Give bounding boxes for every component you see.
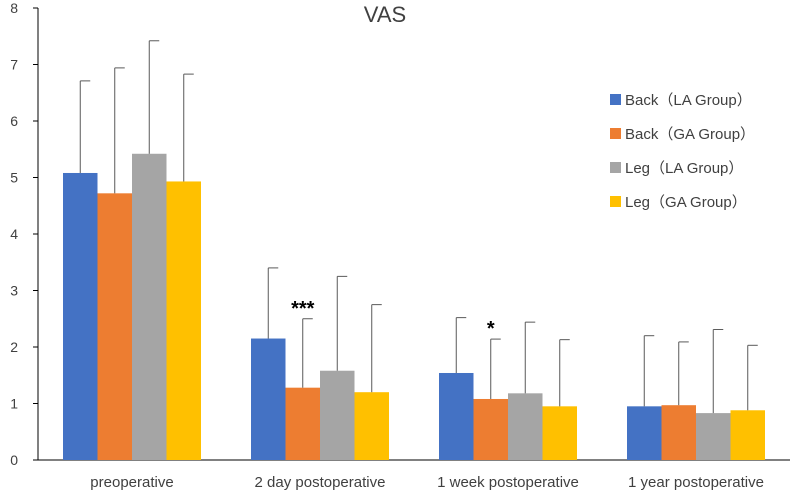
y-tick-label: 4	[10, 226, 18, 242]
bar	[132, 153, 167, 460]
y-tick-label: 7	[10, 57, 18, 73]
significance-marker: *	[487, 318, 495, 340]
legend-label: Back（GA Group）	[625, 126, 755, 143]
bar	[63, 172, 98, 461]
legend-swatch	[610, 94, 621, 105]
bar	[696, 413, 731, 460]
legend-label: Leg（LA Group）	[625, 160, 743, 177]
y-tick-label: 0	[10, 452, 18, 468]
bar	[473, 398, 508, 460]
legend-swatch	[610, 196, 621, 207]
bar	[354, 392, 389, 460]
x-category-label: 2 day postoperative	[255, 474, 386, 491]
legend-swatch	[610, 162, 621, 173]
y-tick-label: 2	[10, 339, 18, 355]
bar	[320, 370, 355, 460]
legend: Back（LA Group） Back（GA Group） Leg（LA Group…	[610, 92, 755, 211]
y-tick-label: 6	[10, 113, 18, 129]
bar	[661, 405, 696, 460]
chart-title: VAS	[364, 2, 406, 27]
bar	[166, 181, 201, 460]
legend-label: Leg（GA Group）	[625, 194, 747, 211]
legend-swatch	[610, 128, 621, 139]
x-axis-labels: preoperative 2 day postoperative 1 week po…	[90, 474, 764, 491]
bars	[63, 153, 765, 461]
bar	[627, 406, 662, 460]
significance-annotations: ****	[291, 298, 495, 340]
bar	[251, 338, 286, 460]
y-axis-ticks: 0 1 2 3 4 5 6 7 8	[10, 0, 38, 468]
x-category-label: 1 year postoperative	[628, 474, 764, 491]
y-tick-label: 3	[10, 283, 18, 299]
bar	[439, 372, 474, 460]
significance-marker: ***	[291, 298, 315, 320]
bar	[730, 410, 765, 460]
y-tick-label: 8	[10, 0, 18, 16]
error-bars	[79, 40, 758, 414]
bar	[285, 387, 320, 460]
bar	[97, 193, 132, 460]
x-category-label: preoperative	[90, 474, 173, 491]
bar	[508, 393, 543, 460]
y-tick-label: 1	[10, 396, 18, 412]
x-category-label: 1 week postoperative	[437, 474, 579, 491]
y-tick-label: 5	[10, 170, 18, 186]
legend-label: Back（LA Group）	[625, 92, 752, 109]
bar	[542, 406, 577, 460]
